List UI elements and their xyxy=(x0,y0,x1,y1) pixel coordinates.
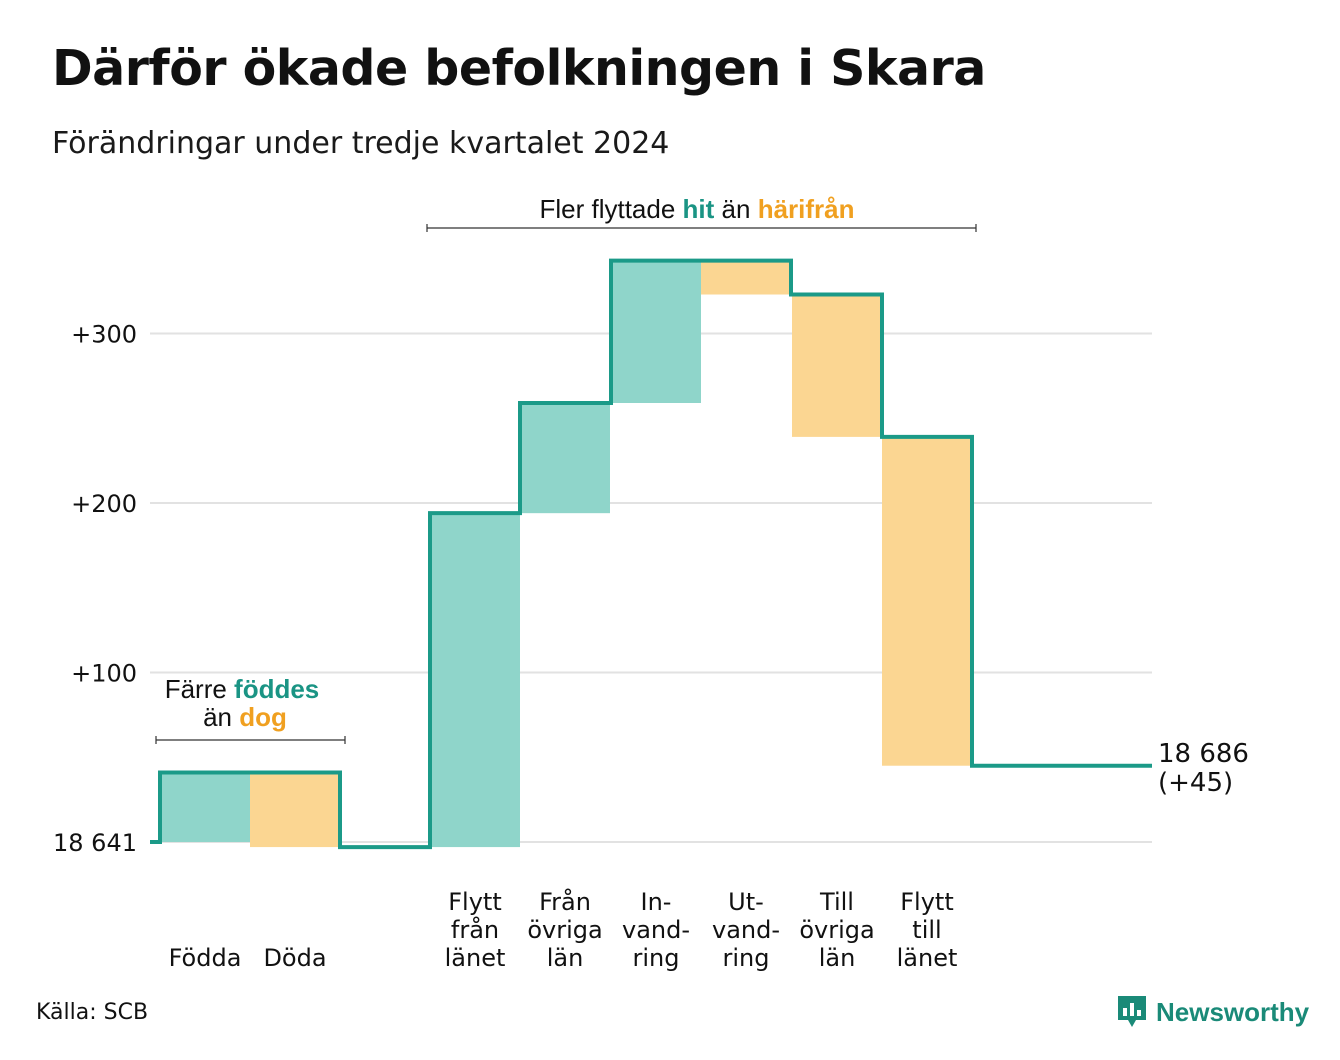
category-label: vand- xyxy=(712,916,780,944)
page-subtitle: Förändringar under tredje kvartalet 2024 xyxy=(52,126,670,161)
category-label: Flytt xyxy=(900,888,954,916)
bar-increase xyxy=(520,402,610,514)
category-label: från xyxy=(451,915,499,944)
category-labels: Födda DödaFlyttfrånlänetFrånövrigalänIn-v… xyxy=(169,887,958,972)
newsworthy-logo: Newsworthy xyxy=(1116,994,1309,1030)
category-label: Födda xyxy=(169,944,242,972)
category-label: län xyxy=(819,944,856,972)
births-annotation-prefix: Färre xyxy=(165,674,234,704)
births-annotation-line2: än dog xyxy=(203,702,287,732)
category-label: län xyxy=(547,944,584,972)
migration-annotation-teal: hit xyxy=(683,194,715,224)
category-label: Ut- xyxy=(728,888,764,916)
migration-annotation-text: Fler flyttade hit än härifrån xyxy=(539,194,854,224)
y-tick-label: +300 xyxy=(71,321,137,349)
births-annotation-orange: dog xyxy=(239,702,287,732)
births-annotation-teal: föddes xyxy=(234,674,319,704)
end-value-label: 18 686 xyxy=(1158,739,1249,769)
bar-decrease xyxy=(701,260,791,295)
bar-increase xyxy=(430,513,520,848)
category-label: Flytt xyxy=(448,888,502,916)
migration-annotation: Fler flyttade hit än härifrån xyxy=(426,194,977,232)
births-annotation: Färre föddes än dog xyxy=(155,674,346,744)
migration-annotation-prefix: Fler flyttade xyxy=(539,194,682,224)
migration-annotation-orange: härifrån xyxy=(758,194,855,224)
page-title: Därför ökade befolkningen i Skara xyxy=(52,40,986,97)
category-label: Döda xyxy=(263,944,326,972)
newsworthy-logo-icon xyxy=(1118,996,1146,1027)
y-tick-labels: 18 641 +100 +200 +300 xyxy=(53,321,137,858)
births-annotation-line1: Färre föddes xyxy=(165,674,320,704)
category-label: övriga xyxy=(527,916,602,944)
y-tick-label: +100 xyxy=(71,660,137,688)
category-label: vand- xyxy=(622,916,690,944)
source-note: Källa: SCB xyxy=(36,1000,149,1025)
bar-decrease xyxy=(250,772,340,848)
y-tick-label: 18 641 xyxy=(53,829,137,857)
category-label: till xyxy=(912,916,941,944)
category-label: länet xyxy=(897,944,958,972)
end-change-label: (+45) xyxy=(1158,768,1233,798)
bar-decrease xyxy=(792,294,882,437)
births-annotation-second-prefix: än xyxy=(203,702,239,732)
migration-annotation-middle: än xyxy=(714,194,757,224)
cumulative-step-line xyxy=(150,258,1152,850)
category-label: länet xyxy=(445,944,506,972)
category-label: ring xyxy=(633,944,680,972)
bar-increase xyxy=(611,260,701,403)
category-label: övriga xyxy=(799,916,874,944)
category-label: Från xyxy=(539,887,591,916)
cumulative-line xyxy=(150,258,1152,850)
bar-increase xyxy=(160,772,250,842)
category-label: In- xyxy=(641,888,672,916)
category-label: Till xyxy=(819,888,854,916)
category-label: ring xyxy=(723,944,770,972)
bars xyxy=(160,260,972,848)
bar-decrease xyxy=(882,436,972,766)
y-tick-label: +200 xyxy=(71,490,137,518)
newsworthy-logo-text: Newsworthy xyxy=(1156,996,1310,1027)
